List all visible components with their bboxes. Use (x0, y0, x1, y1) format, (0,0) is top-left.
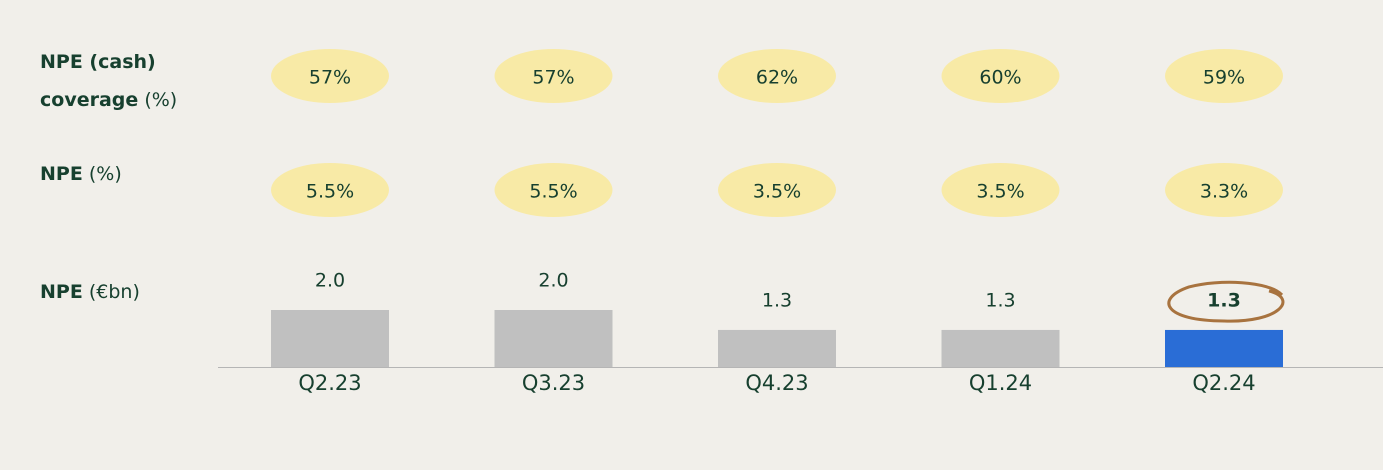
row-label-unit: (%) (144, 89, 177, 111)
value-label: 59% (1203, 67, 1245, 89)
value-label: 62% (756, 67, 798, 89)
value-label: 5.5% (529, 181, 577, 203)
value-label: 3.3% (1200, 181, 1248, 203)
value-label: 57% (309, 67, 351, 89)
value-bubble (271, 163, 389, 217)
value-bubble (718, 49, 836, 103)
bar-value-label: 2.0 (315, 270, 345, 292)
bar-value-label: 1.3 (985, 289, 1015, 311)
bar (1165, 329, 1283, 367)
value-label: 3.5% (976, 181, 1024, 203)
row-label-bold: NPE (40, 163, 83, 185)
value-bubble (494, 49, 613, 103)
bar (941, 329, 1060, 367)
row-label-unit: (€bn) (89, 281, 140, 303)
value-label: 57% (532, 67, 574, 89)
row-label-unit: (%) (89, 163, 122, 185)
bar-value-label: 1.3 (1207, 289, 1241, 311)
value-bubble (1165, 163, 1283, 217)
bar (718, 329, 836, 367)
value-bubble (271, 49, 389, 103)
value-bubble (941, 163, 1060, 217)
x-tick-label: Q2.23 (298, 371, 361, 395)
x-tick-label: Q2.24 (1192, 371, 1255, 395)
row-label-bold: NPE (40, 281, 83, 303)
bar (271, 310, 389, 367)
value-label: 60% (979, 67, 1021, 89)
x-tick-label: Q4.23 (745, 371, 808, 395)
x-tick-label: Q3.23 (522, 371, 585, 395)
value-bubble (941, 49, 1060, 103)
row-label: NPE (€bn) (40, 281, 140, 303)
value-label: 5.5% (306, 181, 354, 203)
x-tick-label: Q1.24 (969, 371, 1032, 395)
value-bubble (718, 163, 836, 217)
value-bubble (494, 163, 613, 217)
row-label-bold: NPE (cash) (40, 51, 156, 73)
bar (494, 310, 613, 367)
highlight-circle (1167, 280, 1285, 323)
value-bubble (1165, 49, 1283, 103)
bar-value-label: 1.3 (762, 289, 792, 311)
bar-value-label: 2.0 (538, 270, 568, 292)
value-label: 3.5% (753, 181, 801, 203)
row-label: coverage (%) (40, 89, 177, 111)
row-label: NPE (cash) (40, 51, 156, 73)
row-label-bold: coverage (40, 89, 138, 111)
row-label: NPE (%) (40, 163, 122, 185)
